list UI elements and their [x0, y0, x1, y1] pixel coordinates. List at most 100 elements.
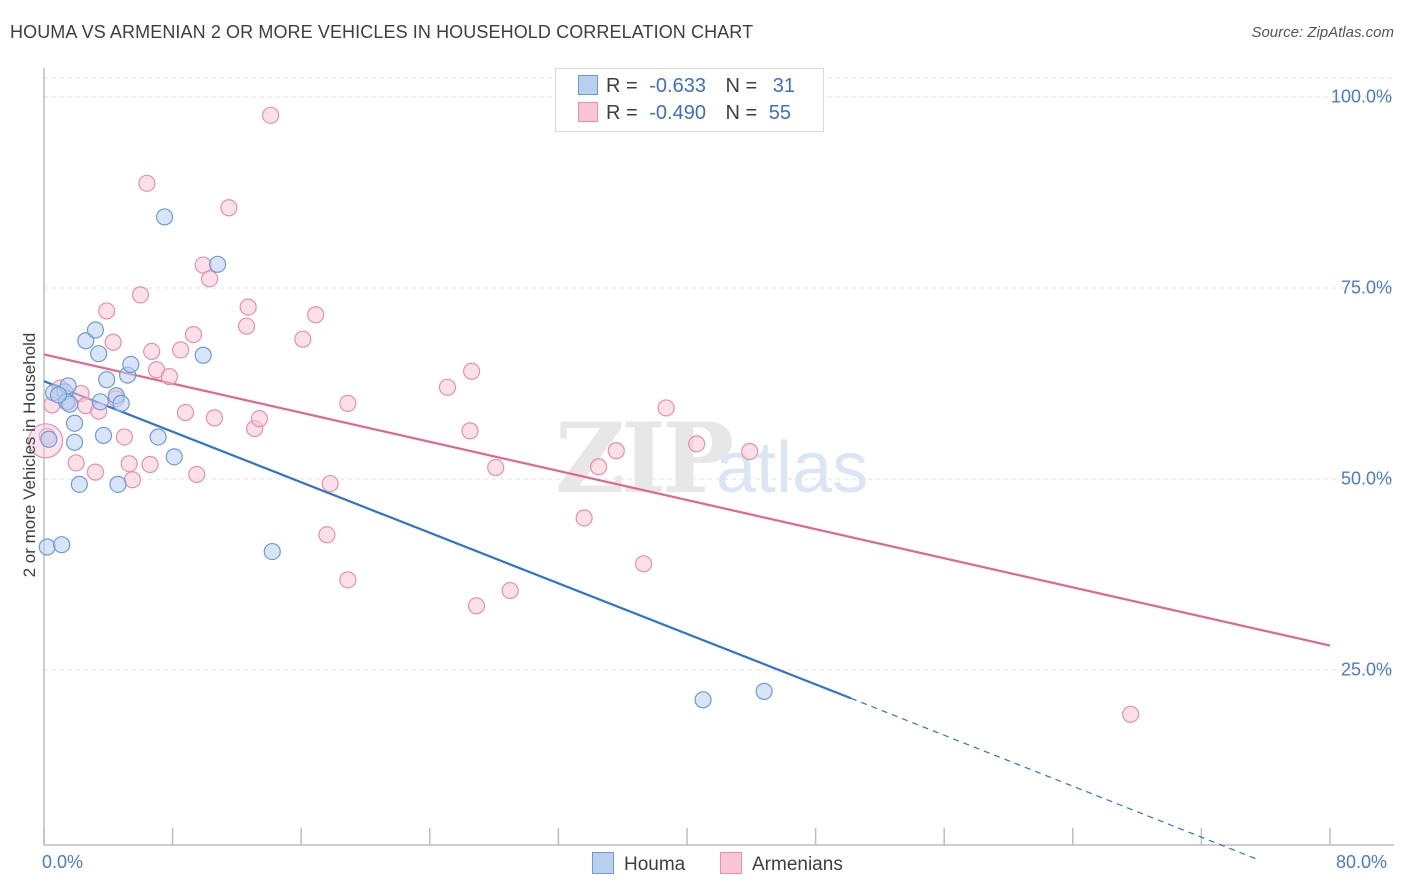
armenian-point: [239, 298, 257, 316]
armenian-point: [462, 362, 481, 380]
houma-point: [70, 475, 88, 493]
grid-lines: [44, 77, 1394, 671]
armenian-point: [143, 342, 161, 361]
houma-point: [65, 433, 84, 451]
houma-legend-swatch: [592, 852, 614, 874]
stats-legend: R = -0.633 N = 31 R = -0.490 N = 55: [555, 68, 824, 132]
houma-point: [755, 682, 773, 700]
houma-point: [263, 542, 281, 561]
r-value-houma: -0.633: [649, 75, 706, 97]
armenian-point: [575, 509, 593, 527]
armenian-point: [205, 409, 223, 427]
armenian-point: [141, 455, 159, 474]
armenian-point: [657, 399, 675, 417]
armenian-point: [220, 199, 238, 217]
houma-trendline-extension: [850, 697, 1258, 861]
armenian-point: [321, 474, 339, 493]
armenian-point: [487, 458, 505, 477]
y-axis-label: 2 or more Vehicles in Household: [20, 332, 39, 578]
houma-point: [91, 393, 109, 411]
houma-point: [122, 355, 140, 373]
houma-point: [90, 345, 108, 363]
source-label: Source: ZipAtlas.com: [1251, 24, 1394, 41]
trendlines: [43, 353, 1331, 861]
armenian-point: [339, 571, 357, 589]
armenian-point: [184, 326, 203, 344]
armenian-point: [98, 302, 116, 320]
armenian-point: [172, 341, 190, 359]
armenian-point: [339, 394, 357, 412]
armenian-point: [294, 330, 312, 348]
houma-point: [109, 475, 127, 493]
houma-point: [209, 255, 227, 273]
armenian-point: [188, 465, 206, 484]
svg-text:ZIP: ZIP: [555, 402, 732, 515]
armenian-point: [86, 463, 105, 481]
armenian-point: [131, 286, 150, 304]
series-legend: Houma Armenians: [0, 852, 1406, 878]
armenian-point: [176, 403, 195, 422]
armenian-point: [262, 106, 280, 124]
armenian-point: [634, 555, 653, 573]
armenians-trendline: [43, 353, 1331, 647]
houma-point: [65, 414, 84, 432]
houma-point: [38, 538, 56, 556]
svg-text:atlas: atlas: [716, 428, 868, 508]
houma-point: [61, 395, 79, 413]
r-label: R =: [606, 102, 638, 124]
armenians-swatch: [578, 102, 598, 122]
x-tick-label-min: 0.0%: [42, 852, 84, 872]
armenian-point: [115, 428, 133, 446]
armenian-point: [461, 422, 479, 440]
armenian-point: [138, 174, 156, 192]
armenian-point: [200, 270, 219, 288]
armenian-point: [501, 581, 519, 600]
houma-point: [49, 386, 68, 404]
armenian-point: [250, 410, 269, 428]
y-tick-label-100: 100.0%: [1330, 86, 1392, 107]
y-tick-label-75: 75.0%: [1340, 277, 1392, 298]
armenian-point: [688, 435, 706, 453]
houma-point: [40, 430, 58, 448]
chart-title: HOUMA VS ARMENIAN 2 OR MORE VEHICLES IN …: [10, 22, 754, 42]
legend-item-houma[interactable]: Houma: [592, 852, 685, 876]
armenian-point: [67, 454, 85, 472]
armenian-point: [318, 526, 336, 544]
armenian-point: [607, 442, 625, 460]
houma-point: [98, 371, 116, 389]
armenian-point: [467, 597, 486, 615]
n-value-houma: 31: [772, 75, 796, 97]
stats-row-houma: R = -0.633 N = 31: [578, 75, 795, 99]
watermark: ZIP atlas: [555, 402, 868, 515]
armenian-point: [120, 455, 138, 473]
n-label: N =: [725, 75, 758, 97]
houma-point: [194, 346, 212, 364]
x-tick-label-max: 80.0%: [1336, 852, 1388, 872]
n-value-armenians: 55: [768, 102, 792, 124]
r-label: R =: [606, 75, 638, 97]
axes: [43, 68, 1394, 846]
houma-trendline: [43, 380, 852, 700]
armenian-point: [307, 306, 325, 324]
r-value-armenians: -0.490: [649, 102, 706, 124]
legend-label-armenians: Armenians: [752, 854, 843, 875]
houma-point: [694, 691, 712, 709]
houma-point: [94, 426, 113, 445]
houma-point: [112, 394, 130, 412]
armenian-point: [589, 458, 608, 476]
houma-point: [77, 332, 95, 350]
legend-item-armenians[interactable]: Armenians: [720, 852, 843, 876]
stats-row-armenians: R = -0.490 N = 55: [578, 102, 791, 126]
houma-point: [155, 208, 174, 226]
y-tick-label-25: 25.0%: [1340, 659, 1392, 680]
armenian-point: [741, 442, 759, 461]
data-points: [28, 106, 1140, 723]
houma-point: [165, 448, 183, 466]
houma-point: [53, 536, 71, 554]
armenian-point: [160, 368, 178, 386]
armenians-legend-swatch: [720, 852, 742, 874]
houma-point: [86, 321, 105, 339]
armenian-point: [438, 378, 457, 396]
armenian-point: [1122, 705, 1140, 723]
